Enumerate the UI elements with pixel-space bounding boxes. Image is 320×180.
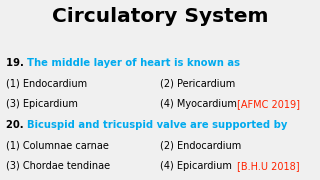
Text: (3) Chordae tendinae: (3) Chordae tendinae: [6, 161, 110, 171]
Text: 19.: 19.: [6, 58, 27, 68]
Text: Bicuspid and tricuspid valve are supported by: Bicuspid and tricuspid valve are support…: [27, 120, 287, 130]
Text: [B.H.U 2018]: [B.H.U 2018]: [237, 161, 300, 171]
Text: (1) Columnae carnae: (1) Columnae carnae: [6, 140, 108, 150]
Text: (4) Epicardium: (4) Epicardium: [160, 161, 232, 171]
Text: [AFMC 2019]: [AFMC 2019]: [237, 99, 300, 109]
Text: The middle layer of heart is known as: The middle layer of heart is known as: [27, 58, 240, 68]
Text: (2) Endocardium: (2) Endocardium: [160, 140, 241, 150]
Text: (3) Epicardium: (3) Epicardium: [6, 99, 78, 109]
Text: (4) Myocardium: (4) Myocardium: [160, 99, 237, 109]
Text: 20.: 20.: [6, 120, 27, 130]
Text: (1) Endocardium: (1) Endocardium: [6, 78, 87, 88]
Text: Circulatory System: Circulatory System: [52, 7, 268, 26]
Text: (2) Pericardium: (2) Pericardium: [160, 78, 235, 88]
